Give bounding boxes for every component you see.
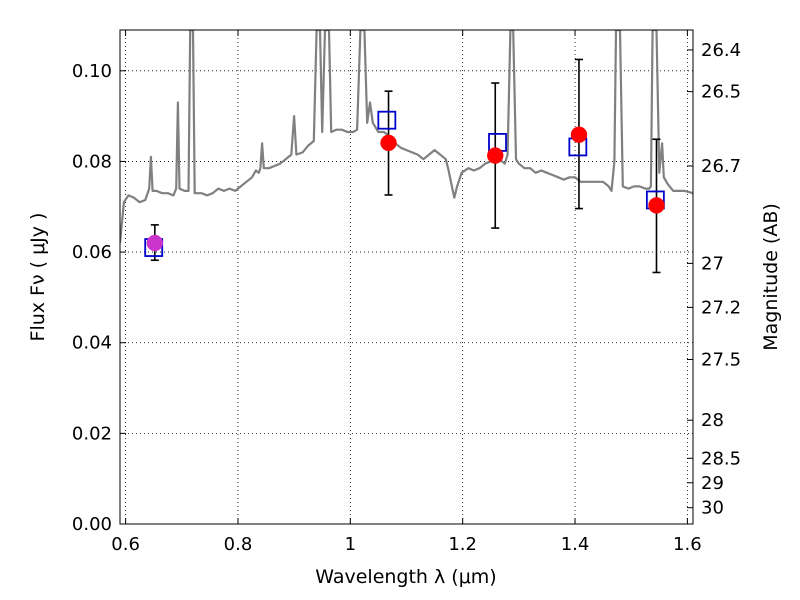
x-axis-label: Wavelength λ (μm)	[315, 566, 496, 588]
y-tick-label: 0.10	[72, 61, 112, 82]
observed-point	[570, 126, 588, 143]
mag-tick-label: 26.7	[701, 156, 741, 177]
x-tick-label: 0.8	[224, 534, 253, 555]
x-tick-label: 1.6	[673, 534, 702, 555]
y-tick-label: 0.02	[72, 423, 112, 444]
x-tick-label: 1.4	[561, 534, 590, 555]
x-tick-label: 0.6	[111, 534, 140, 555]
mag-tick-label: 30	[701, 498, 724, 519]
observed-point	[380, 134, 397, 152]
plot-frame	[119, 29, 694, 525]
mag-tick-label: 27.2	[701, 297, 741, 318]
tick-labels: 0.6 0.8 1 1.2 1.4 1.6 0.00 0.02 0.04 0.06 0.08 0.10…	[72, 40, 741, 555]
y-axis-label: Flux Fν ( μJy )	[27, 213, 49, 342]
x-tick-label: 1.2	[448, 534, 477, 555]
observed-point	[648, 197, 665, 214]
mag-tick-label: 27.5	[701, 349, 741, 370]
mag-tick-label: 27	[701, 253, 724, 274]
y-tick-label: 0.00	[72, 514, 112, 535]
plot-area	[120, 30, 693, 274]
mag-tick-label: 28.5	[701, 448, 741, 469]
x-tick-label: 1	[345, 534, 356, 555]
observed-point	[487, 147, 504, 164]
mag-tick-label: 29	[701, 473, 724, 494]
axis-ticks	[120, 30, 693, 525]
mag-tick-label: 26.4	[701, 40, 741, 61]
model-square-marker	[377, 110, 397, 130]
mag-tick-label: 28	[701, 410, 724, 431]
right-axis-label: Magnitude (AB)	[760, 203, 782, 351]
y-tick-label: 0.08	[72, 151, 112, 172]
y-tick-label: 0.06	[72, 242, 112, 263]
y-tick-label: 0.04	[72, 333, 112, 354]
mag-tick-label: 26.5	[701, 82, 741, 103]
observed-point	[146, 234, 164, 252]
